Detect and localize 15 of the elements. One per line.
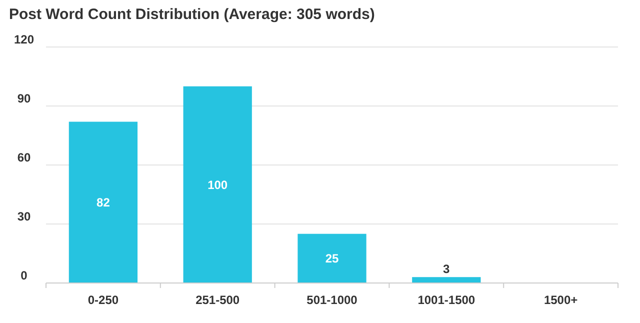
y-tick-label: 90 xyxy=(17,91,31,106)
data-label: 82 xyxy=(96,196,110,210)
y-tick-label: 0 xyxy=(20,268,28,282)
y-tick-label: 120 xyxy=(14,32,34,46)
x-tick-label: 251-500 xyxy=(196,293,240,307)
x-tick-label: 0-250 xyxy=(88,293,119,307)
data-label: 100 xyxy=(208,178,228,192)
data-label: 25 xyxy=(325,252,339,266)
y-tick-label: 60 xyxy=(17,150,31,164)
chart-title: Post Word Count Distribution (Average: 305 words) xyxy=(9,6,375,23)
x-tick-label: 1001-1500 xyxy=(418,293,476,307)
y-tick-label: 30 xyxy=(17,209,31,224)
x-tick-label: 1500+ xyxy=(544,293,578,307)
data-label: 3 xyxy=(443,262,450,276)
x-tick-label: 501-1000 xyxy=(306,293,358,307)
